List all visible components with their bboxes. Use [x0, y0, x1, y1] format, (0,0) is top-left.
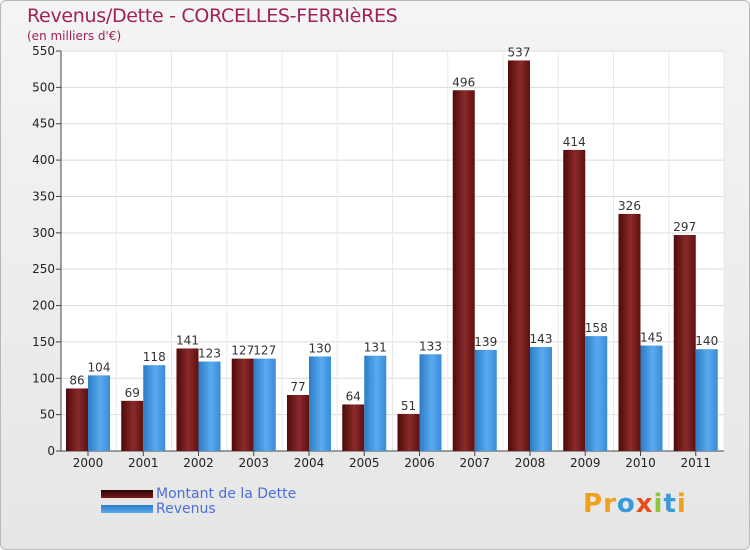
data-label-revenue: 145 — [640, 331, 663, 345]
data-label-debt: 69 — [125, 386, 140, 400]
y-tick-label: 350 — [32, 189, 55, 203]
y-tick-label: 0 — [47, 444, 55, 458]
data-label-revenue: 127 — [253, 344, 276, 358]
bar-revenue — [585, 336, 608, 451]
x-tick-label: 2003 — [238, 456, 269, 470]
bar-revenue — [474, 349, 497, 451]
bar-revenue — [695, 349, 718, 451]
x-tick-label: 2002 — [183, 456, 214, 470]
data-label-revenue: 130 — [309, 341, 332, 355]
chart-subtitle: (en milliers d'€) — [27, 29, 122, 43]
x-tick-label: 2004 — [294, 456, 325, 470]
y-tick-label: 150 — [32, 335, 55, 349]
logo-letter: r — [603, 489, 617, 519]
bar-debt — [397, 413, 420, 451]
logo-letter: i — [653, 489, 664, 519]
bar-debt — [618, 213, 641, 451]
logo-letter: P — [583, 489, 604, 519]
x-tick-label: 2011 — [680, 456, 711, 470]
bar-revenue — [419, 354, 442, 451]
data-label-revenue: 139 — [474, 335, 497, 349]
bar-revenue — [309, 356, 331, 451]
x-tick-label: 2007 — [459, 456, 490, 470]
y-tick-label: 450 — [32, 117, 55, 131]
logo-letter: o — [616, 489, 636, 519]
x-tick-label: 2009 — [570, 456, 601, 470]
bar-revenue — [530, 347, 552, 451]
chart-title: Revenus/Dette - CORCELLES-FERRIèRES — [27, 5, 398, 27]
data-label-debt: 297 — [673, 220, 696, 234]
bar-debt — [563, 149, 586, 451]
bar-debt — [287, 395, 309, 451]
data-label-revenue: 118 — [143, 350, 166, 364]
logo-letter: t — [663, 489, 677, 519]
logo-letter: i — [676, 489, 687, 519]
x-tick-label: 2006 — [404, 456, 435, 470]
y-tick-label: 550 — [32, 44, 55, 58]
bar-debt — [673, 235, 696, 451]
x-tick-label: 2005 — [349, 456, 380, 470]
y-tick-label: 250 — [32, 262, 55, 276]
data-label-revenue: 104 — [88, 360, 111, 374]
data-label-debt: 414 — [563, 135, 586, 149]
data-label-debt: 127 — [231, 344, 254, 358]
data-label-debt: 51 — [401, 399, 416, 413]
data-label-revenue: 123 — [198, 347, 221, 361]
bar-debt — [121, 400, 144, 451]
data-label-debt: 64 — [346, 389, 361, 403]
bar-debt — [452, 90, 475, 451]
data-label-debt: 326 — [618, 199, 641, 213]
data-label-revenue: 143 — [530, 332, 553, 346]
bar-debt — [508, 60, 530, 452]
logo-letter: x — [635, 489, 654, 519]
data-label-revenue: 133 — [419, 339, 442, 353]
bar-revenue — [253, 358, 276, 451]
bar-debt — [176, 348, 199, 451]
data-label-revenue: 158 — [585, 321, 608, 335]
x-tick-label: 2008 — [515, 456, 546, 470]
bar-revenue — [364, 355, 387, 451]
legend-label-debt: Montant de la Dette — [156, 486, 297, 502]
legend-swatch-revenue — [101, 505, 153, 513]
y-tick-label: 400 — [32, 153, 55, 167]
y-tick-label: 50 — [40, 408, 55, 422]
bar-debt — [66, 388, 88, 451]
x-tick-label: 2010 — [625, 456, 656, 470]
data-label-revenue: 131 — [364, 341, 387, 355]
grid-layer — [60, 50, 725, 452]
legend-swatch-debt — [101, 490, 153, 498]
bar-revenue — [640, 345, 663, 451]
bar-layer — [66, 60, 718, 452]
data-label-revenue: 140 — [695, 334, 718, 348]
axis-layer: 0 50 100 150 200 250 300 350 400 450 500 550 2000 200… — [32, 44, 724, 470]
bar-debt — [231, 358, 254, 451]
data-label-debt: 141 — [176, 333, 199, 347]
y-tick-label: 500 — [32, 80, 55, 94]
data-label-debt: 77 — [290, 380, 305, 394]
bar-revenue — [88, 375, 110, 451]
bar-revenue — [198, 361, 221, 451]
bar-revenue — [143, 365, 166, 451]
data-label-debt: 537 — [508, 45, 531, 59]
data-label-debt: 86 — [69, 373, 84, 387]
x-tick-label: 2000 — [73, 456, 104, 470]
y-tick-label: 300 — [32, 226, 55, 240]
data-label-debt: 496 — [452, 75, 475, 89]
y-tick-label: 100 — [32, 371, 55, 385]
x-tick-label: 2001 — [128, 456, 159, 470]
legend-label-revenue: Revenus — [156, 501, 216, 517]
bar-debt — [342, 404, 365, 451]
proxiti-logo: Proxiti — [583, 489, 687, 519]
y-tick-label: 200 — [32, 299, 55, 313]
